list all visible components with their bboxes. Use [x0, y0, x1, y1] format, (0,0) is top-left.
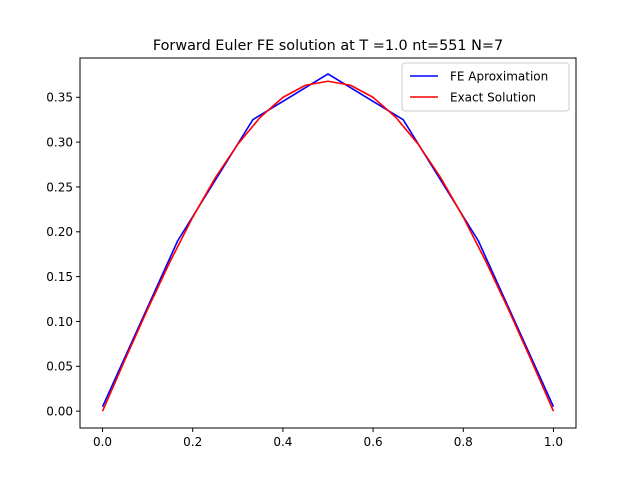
- y-tick-label: 0.25: [46, 180, 73, 194]
- fe-approximation-line: [101, 73, 555, 407]
- legend-box: [401, 62, 570, 112]
- exact-solution-line: [101, 80, 555, 412]
- x-tick-label: 0.8: [454, 435, 473, 449]
- x-tick-label: 0.4: [273, 435, 292, 449]
- chart-title: Forward Euler FE solution at T =1.0 nt=5…: [153, 38, 503, 54]
- y-tick-label: 0.30: [46, 135, 73, 149]
- y-axis: 0.00 0.05 0.10 0.15 0.20 0.25 0.30 0.35: [46, 91, 80, 418]
- x-tick-label: 1.0: [544, 435, 563, 449]
- x-tick-label: 0.0: [93, 435, 112, 449]
- y-tick-label: 0.15: [46, 270, 73, 284]
- y-tick-label: 0.10: [46, 315, 73, 329]
- y-tick-label: 0.20: [46, 225, 73, 239]
- y-tick-label: 0.00: [46, 404, 73, 418]
- legend: FE Aproximation Exact Solution: [401, 62, 570, 112]
- x-axis: 0.0 0.2 0.4 0.6 0.8 1.0: [93, 428, 563, 449]
- y-tick-label: 0.35: [46, 91, 73, 105]
- plot-frame: [79, 57, 577, 429]
- x-tick-label: 0.6: [364, 435, 383, 449]
- x-tick-label: 0.2: [183, 435, 202, 449]
- plot-lines: [101, 73, 555, 412]
- legend-exact-label: Exact Solution: [450, 91, 536, 105]
- y-tick-label: 0.05: [46, 360, 73, 374]
- legend-fe-label: FE Aproximation: [450, 70, 548, 84]
